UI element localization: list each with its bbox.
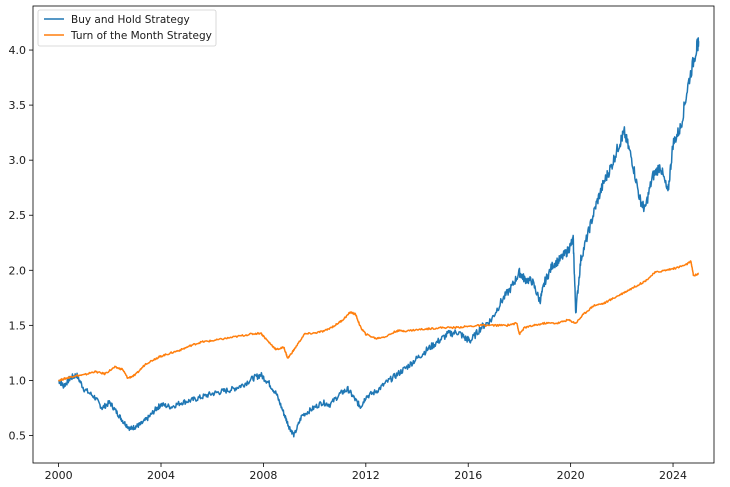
x-tick-label: 2000 bbox=[45, 469, 73, 482]
legend: Buy and Hold Strategy Turn of the Month … bbox=[37, 9, 217, 47]
legend-box bbox=[37, 9, 217, 47]
x-tick-label: 2012 bbox=[352, 469, 380, 482]
y-tick-label: 2.5 bbox=[9, 209, 27, 222]
y-tick-label: 1.5 bbox=[9, 319, 27, 332]
series-line-turn-of-month bbox=[57, 260, 700, 382]
y-tick-label: 2.0 bbox=[9, 264, 27, 277]
y-tick-label: 0.5 bbox=[9, 429, 27, 442]
y-tick-label: 1.0 bbox=[9, 374, 27, 387]
x-tick-label: 2020 bbox=[557, 469, 585, 482]
y-tick-label: 3.0 bbox=[9, 154, 27, 167]
series-line-buy-and-hold bbox=[58, 37, 700, 438]
x-tick-label: 2004 bbox=[147, 469, 175, 482]
legend-label-turn-of-month: Turn of the Month Strategy bbox=[70, 30, 212, 42]
legend-label-buy-and-hold: Buy and Hold Strategy bbox=[71, 14, 190, 26]
x-tick-label: 2024 bbox=[659, 469, 687, 482]
y-tick-label: 3.5 bbox=[9, 99, 27, 112]
x-tick-label: 2008 bbox=[249, 469, 277, 482]
y-tick-label: 4.0 bbox=[9, 44, 27, 57]
plot-frame bbox=[32, 5, 715, 464]
x-tick-label: 2016 bbox=[454, 469, 482, 482]
